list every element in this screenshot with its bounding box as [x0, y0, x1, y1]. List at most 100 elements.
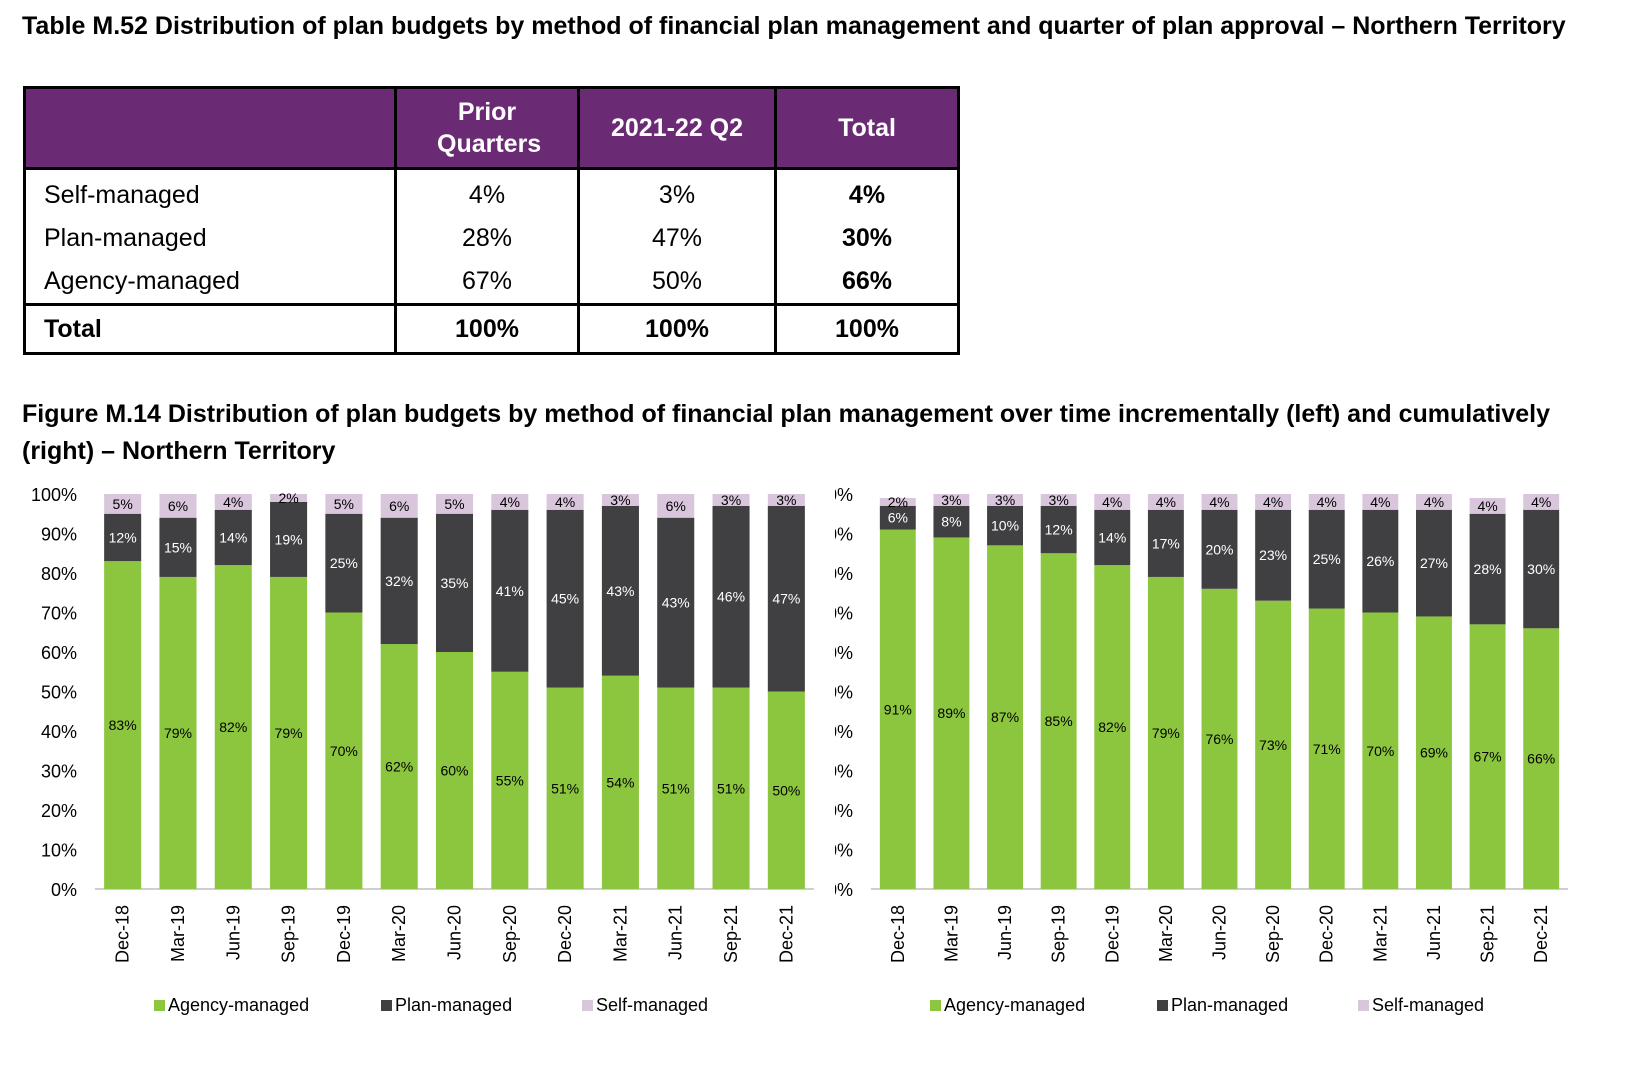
x-tick-label: Mar-19 — [168, 905, 188, 962]
cell-total: 4% — [774, 168, 960, 217]
data-label: 6% — [888, 510, 908, 526]
cell-q2: 47% — [577, 217, 777, 260]
bar-segment-plan-managed — [1523, 509, 1560, 629]
x-tick-label: Mar-19 — [941, 905, 961, 962]
x-tick-label: Jun-19 — [223, 905, 243, 960]
data-label: 69% — [1420, 745, 1448, 761]
data-label: 2% — [888, 494, 908, 510]
cell-prior: 67% — [394, 260, 580, 305]
data-label: 70% — [330, 743, 358, 759]
x-tick-label: Dec-19 — [334, 905, 354, 963]
data-label: 25% — [1313, 551, 1341, 567]
bar-segment-plan-managed — [712, 505, 750, 688]
x-tick-label: Dec-21 — [776, 905, 796, 963]
bar-segment-agency-managed — [380, 644, 418, 889]
bar-segment-self-managed — [1094, 494, 1131, 510]
bar-segment-plan-managed — [767, 505, 805, 692]
bar-segment-self-managed — [1469, 497, 1506, 514]
x-tick-label: Mar-21 — [610, 905, 630, 962]
y-tick-label: 70% — [835, 604, 853, 624]
bar-segment-plan-managed — [104, 513, 142, 562]
x-tick-label: Jun-21 — [1424, 905, 1444, 960]
bar-segment-self-managed — [491, 494, 529, 510]
data-label: 4% — [1156, 494, 1176, 510]
data-label: 12% — [109, 529, 137, 545]
table-row: Agency-managed 67% 50% 66% — [23, 260, 960, 305]
data-label: 79% — [275, 725, 303, 741]
data-label: 32% — [385, 573, 413, 589]
header-cell-prior-quarters: Prior Quarters — [394, 86, 580, 170]
bar-segment-plan-managed — [1255, 509, 1292, 601]
x-tick-label: Sep-20 — [1263, 905, 1283, 963]
y-tick-label: 0% — [835, 880, 853, 900]
x-tick-label: Sep-20 — [500, 905, 520, 963]
table-row: Self-managed 4% 3% 4% — [23, 168, 960, 217]
legend-swatch — [1358, 1000, 1369, 1011]
bar-segment-plan-managed — [933, 505, 970, 538]
bar-segment-plan-managed — [325, 513, 363, 613]
data-label: 67% — [1474, 749, 1502, 765]
x-tick-label: Jun-20 — [445, 905, 465, 960]
bar-segment-agency-managed — [325, 612, 363, 889]
legend-swatch — [582, 1000, 593, 1011]
data-label: 23% — [1259, 547, 1287, 563]
y-tick-label: 60% — [41, 643, 77, 663]
x-tick-label: Dec-20 — [1317, 905, 1337, 963]
bar-segment-self-managed — [1416, 494, 1452, 510]
row-label: Plan-managed — [23, 217, 397, 260]
data-label: 2% — [278, 490, 298, 506]
x-tick-label: Mar-20 — [389, 905, 409, 962]
bar-segment-self-managed — [1147, 494, 1184, 510]
x-tick-label: Dec-20 — [555, 905, 575, 963]
bar-segment-agency-managed — [767, 691, 805, 889]
distribution-table: Prior Quarters 2021-22 Q2 Total Self-man… — [23, 86, 960, 355]
data-label: 79% — [1152, 725, 1180, 741]
data-label: 4% — [1102, 494, 1122, 510]
y-tick-label: 50% — [41, 683, 77, 703]
bar-segment-agency-managed — [1416, 616, 1452, 889]
bar-segment-agency-managed — [159, 576, 197, 889]
data-label: 10% — [991, 518, 1019, 534]
data-label: 51% — [662, 780, 690, 796]
legend-label: Self-managed — [596, 995, 708, 1015]
data-label: 3% — [721, 492, 741, 508]
bar-segment-agency-managed — [933, 537, 970, 889]
x-tick-label: Dec-18 — [113, 905, 133, 963]
y-tick-label: 10% — [41, 841, 77, 861]
table-total-row: Total 100% 100% 100% — [23, 303, 960, 354]
data-label: 20% — [1205, 541, 1233, 557]
data-label: 3% — [1049, 492, 1069, 508]
y-tick-label: 40% — [835, 722, 853, 742]
data-label: 5% — [113, 496, 133, 512]
data-label: 4% — [500, 494, 520, 510]
bar-segment-agency-managed — [1201, 588, 1238, 889]
data-label: 73% — [1259, 737, 1287, 753]
data-label: 35% — [440, 575, 468, 591]
cell-prior: 4% — [394, 168, 580, 217]
data-label: 79% — [164, 725, 192, 741]
cell-prior: 28% — [394, 217, 580, 260]
bar-segment-agency-managed — [104, 561, 142, 889]
bar-segment-plan-managed — [1147, 509, 1184, 577]
legend-swatch — [930, 1000, 941, 1011]
data-label: 62% — [385, 759, 413, 775]
data-label: 27% — [1420, 555, 1448, 571]
data-label: 47% — [772, 591, 800, 607]
bar-segment-self-managed — [104, 494, 142, 514]
bar-segment-plan-managed — [987, 505, 1023, 546]
data-label: 6% — [168, 498, 188, 514]
data-label: 4% — [1317, 494, 1337, 510]
bar-segment-self-managed — [1255, 494, 1292, 510]
bar-segment-agency-managed — [987, 545, 1023, 889]
cell-total: 66% — [774, 260, 960, 305]
bar-segment-plan-managed — [1094, 509, 1131, 566]
x-tick-label: Jun-20 — [1210, 905, 1230, 960]
data-label: 17% — [1152, 535, 1180, 551]
bar-segment-self-managed — [601, 494, 639, 506]
data-label: 70% — [1366, 743, 1394, 759]
y-tick-label: 20% — [835, 801, 853, 821]
y-tick-label: 40% — [41, 722, 77, 742]
x-tick-label: Jun-21 — [666, 905, 686, 960]
data-label: 4% — [223, 494, 243, 510]
x-tick-label: Dec-18 — [888, 905, 908, 963]
